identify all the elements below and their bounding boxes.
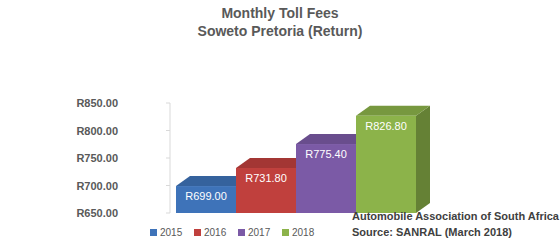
annotation: Automobile Association of South Africa [352,210,560,222]
bar-front [236,168,296,213]
legend-label: 2017 [248,227,271,238]
bar-top [356,106,430,116]
y-tick [166,213,170,214]
y-tick-label: R850.00 [76,97,118,109]
bar-side [416,106,430,213]
y-axis-line [170,103,171,213]
data-label: R775.40 [305,148,347,160]
legend-label: 2018 [292,227,315,238]
y-tick-label: R650.00 [76,207,118,219]
legend-swatch [194,229,201,236]
bars [176,106,430,213]
legend-label: 2016 [204,227,227,238]
annotation: Source: SANRAL (March 2018) [352,226,512,238]
y-tick-label: R800.00 [76,125,118,137]
y-tick-label: R700.00 [76,180,118,192]
y-tick [166,103,170,104]
chart-title: Monthly Toll Fees [221,5,338,21]
chart-container: Monthly Toll Fees Soweto Pretoria (Return… [0,0,560,246]
bar-front [356,116,416,213]
data-labels: R699.00 R731.80 R775.40 R826.80 [185,120,407,202]
y-axis: R650.00 R700.00 R750.00 R800.00 R850.00 [76,97,170,219]
y-tick [166,130,170,131]
bar-front [176,186,236,213]
legend-swatch [238,229,245,236]
y-tick [166,158,170,159]
y-tick-label: R750.00 [76,152,118,164]
data-label: R731.80 [245,172,287,184]
y-tick [166,185,170,186]
data-label: R826.80 [365,120,407,132]
annotations: Automobile Association of South Africa So… [352,210,560,238]
legend-swatch [282,229,289,236]
bar-front [296,144,356,213]
data-label: R699.00 [185,190,227,202]
legend-swatch [150,229,157,236]
chart-subtitle: Soweto Pretoria (Return) [198,23,363,39]
chart-svg: Monthly Toll Fees Soweto Pretoria (Return… [0,0,560,246]
legend-label: 2015 [160,227,183,238]
legend: 2015 2016 2017 2018 [150,227,315,238]
bar [356,106,430,213]
